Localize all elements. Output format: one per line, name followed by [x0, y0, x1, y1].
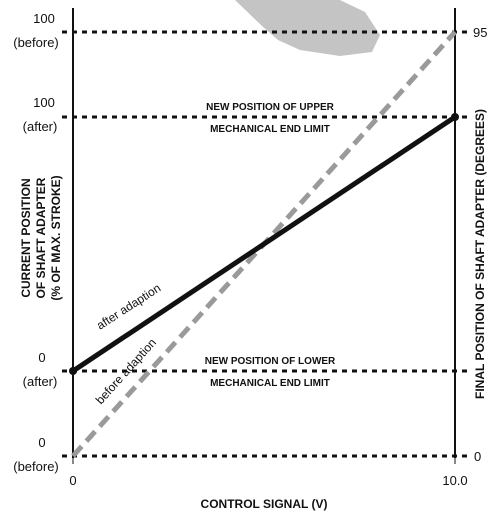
left-axis-title: CURRENT POSITION OF SHAFT ADAPTER (% OF …	[19, 175, 63, 300]
left-tick-0-after-value: 0	[38, 350, 45, 365]
right-axis-title: FINAL POSITION OF SHAFT ADAPTER (DEGREES…	[473, 109, 487, 399]
decorative-shape	[235, 0, 380, 56]
after-adaption-label: after adaption	[94, 281, 163, 333]
left-axis-title-line-2: OF SHAFT ADAPTER	[34, 177, 48, 298]
after-end-dot	[451, 113, 459, 121]
right-tick-0: 0	[474, 449, 481, 464]
x-axis-title: CONTROL SIGNAL (V)	[201, 497, 328, 511]
lower-limit-label-line-2: MECHANICAL END LIMIT	[210, 378, 330, 389]
left-axis-title-line-3: (% OF MAX. STROKE)	[49, 175, 63, 300]
left-tick-100-before-value: 100	[33, 11, 55, 26]
left-tick-100-after-note: (after)	[23, 119, 58, 134]
upper-limit-label-line-2: MECHANICAL END LIMIT	[210, 124, 330, 135]
x-tick-10: 10.0	[442, 473, 467, 488]
upper-limit-label-line-1: NEW POSITION OF UPPER	[206, 102, 335, 113]
x-tick-0: 0	[69, 473, 76, 488]
left-axis-title-line-1: CURRENT POSITION	[19, 178, 33, 297]
lower-limit-label-line-1: NEW POSITION OF LOWER	[205, 356, 336, 367]
left-tick-0-before-value: 0	[38, 435, 45, 450]
left-tick-0-after-note: (after)	[23, 374, 58, 389]
left-tick-100-after-value: 100	[33, 95, 55, 110]
left-tick-100-before-note: (before)	[13, 35, 59, 50]
left-tick-0-before-note: (before)	[13, 459, 59, 474]
after-start-dot	[69, 367, 77, 375]
after-adaption-line	[71, 114, 457, 374]
right-tick-95: 95	[473, 25, 487, 40]
